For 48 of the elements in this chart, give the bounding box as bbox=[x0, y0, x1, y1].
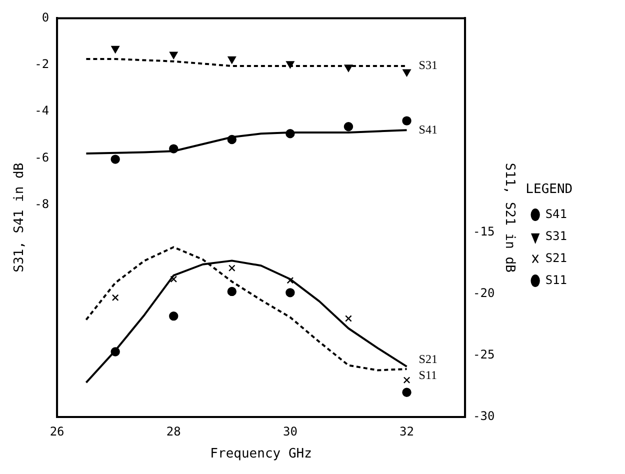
legend-label: S21 bbox=[545, 250, 568, 265]
x-tick-label: 30 bbox=[282, 424, 298, 438]
point bbox=[228, 56, 236, 64]
y-tick-label: -4 bbox=[34, 104, 50, 118]
point bbox=[345, 315, 352, 322]
y-tick-label: -2 bbox=[34, 56, 50, 71]
y2-tick-label: -30 bbox=[473, 409, 495, 424]
y-tick-label: -8 bbox=[34, 196, 50, 211]
point bbox=[402, 388, 412, 397]
point bbox=[112, 294, 119, 302]
y2-tick-label: -15 bbox=[473, 224, 495, 238]
point bbox=[110, 347, 120, 356]
point bbox=[170, 52, 178, 59]
point bbox=[111, 46, 120, 54]
y-tick-label: -6 bbox=[34, 150, 50, 164]
y-axis-title: S31, S41 in dB bbox=[12, 162, 28, 272]
x-axis-title: Frequency GHz bbox=[210, 446, 312, 462]
point bbox=[344, 64, 353, 72]
legend-label: S11 bbox=[545, 272, 568, 287]
point bbox=[227, 286, 237, 296]
point bbox=[286, 61, 294, 68]
legend-title: LEGEND bbox=[526, 182, 573, 198]
y-tick-label: 0 bbox=[42, 10, 50, 24]
series-label: S31 bbox=[418, 58, 438, 72]
x-tick-label: 32 bbox=[400, 424, 414, 438]
point bbox=[402, 69, 411, 76]
point bbox=[286, 129, 295, 138]
point bbox=[169, 144, 178, 154]
point bbox=[403, 376, 410, 384]
point bbox=[228, 264, 236, 272]
legend-label: S31 bbox=[545, 228, 568, 243]
point bbox=[227, 134, 237, 144]
point bbox=[110, 154, 120, 164]
point bbox=[402, 116, 412, 126]
legend-label: S41 bbox=[545, 206, 568, 221]
series-label: S21 bbox=[418, 352, 438, 366]
point bbox=[170, 276, 178, 283]
x-tick-label: 28 bbox=[166, 424, 181, 438]
series-label: S11 bbox=[418, 368, 437, 382]
x-tick-label: 26 bbox=[50, 424, 64, 438]
point bbox=[169, 311, 178, 321]
point bbox=[344, 122, 354, 132]
point bbox=[286, 276, 294, 284]
y2-axis-title: S11, S21 in dB bbox=[502, 162, 518, 273]
series-label: S41 bbox=[418, 122, 438, 136]
point bbox=[286, 288, 295, 298]
y2-tick-label: -25 bbox=[473, 348, 495, 362]
y2-tick-label: -20 bbox=[473, 286, 495, 300]
